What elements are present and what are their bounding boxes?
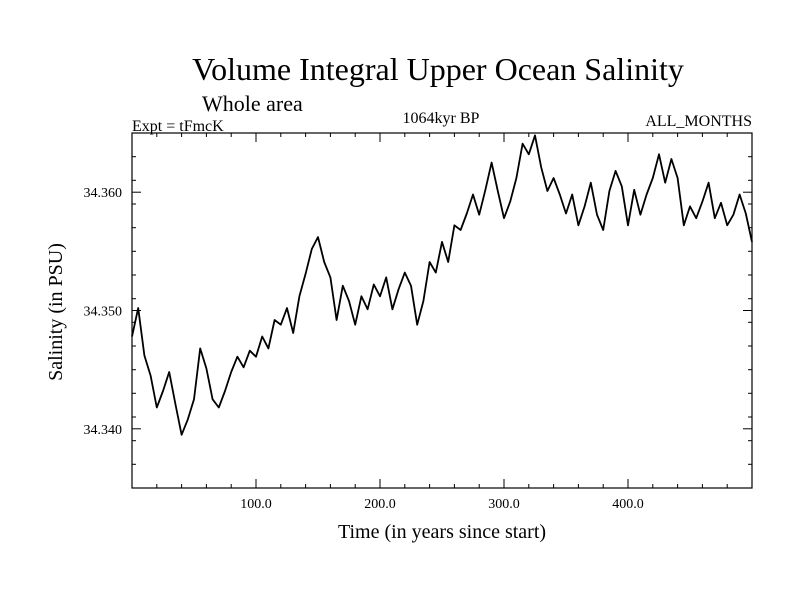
x-axis-label: Time (in years since start) xyxy=(338,521,546,543)
x-tick-label: 300.0 xyxy=(488,497,520,512)
chart-title: Volume Integral Upper Ocean Salinity xyxy=(192,51,684,87)
x-axis-ticks: 100.0 200.0 300.0 400.0 xyxy=(240,133,644,512)
minor-ticks xyxy=(132,132,752,489)
plot-frame xyxy=(131,132,753,489)
x-tick-label: 200.0 xyxy=(364,497,396,512)
y-axis-ticks: 34.340 34.350 34.360 xyxy=(84,186,752,438)
header-center: 1064kyr BP xyxy=(403,110,480,127)
y-axis-label: Salinity (in PSU) xyxy=(45,243,67,381)
header-right: ALL_MONTHS xyxy=(645,113,752,130)
y-tick-label: 34.350 xyxy=(84,305,123,320)
salinity-series-line xyxy=(131,134,753,436)
y-tick-label: 34.340 xyxy=(84,423,123,438)
y-tick-label: 34.360 xyxy=(84,186,123,201)
header-left: Expt = tFmcK xyxy=(132,118,224,135)
x-tick-label: 400.0 xyxy=(612,497,644,512)
x-tick-label: 100.0 xyxy=(240,497,272,512)
chart-subtitle: Whole area xyxy=(202,91,303,116)
